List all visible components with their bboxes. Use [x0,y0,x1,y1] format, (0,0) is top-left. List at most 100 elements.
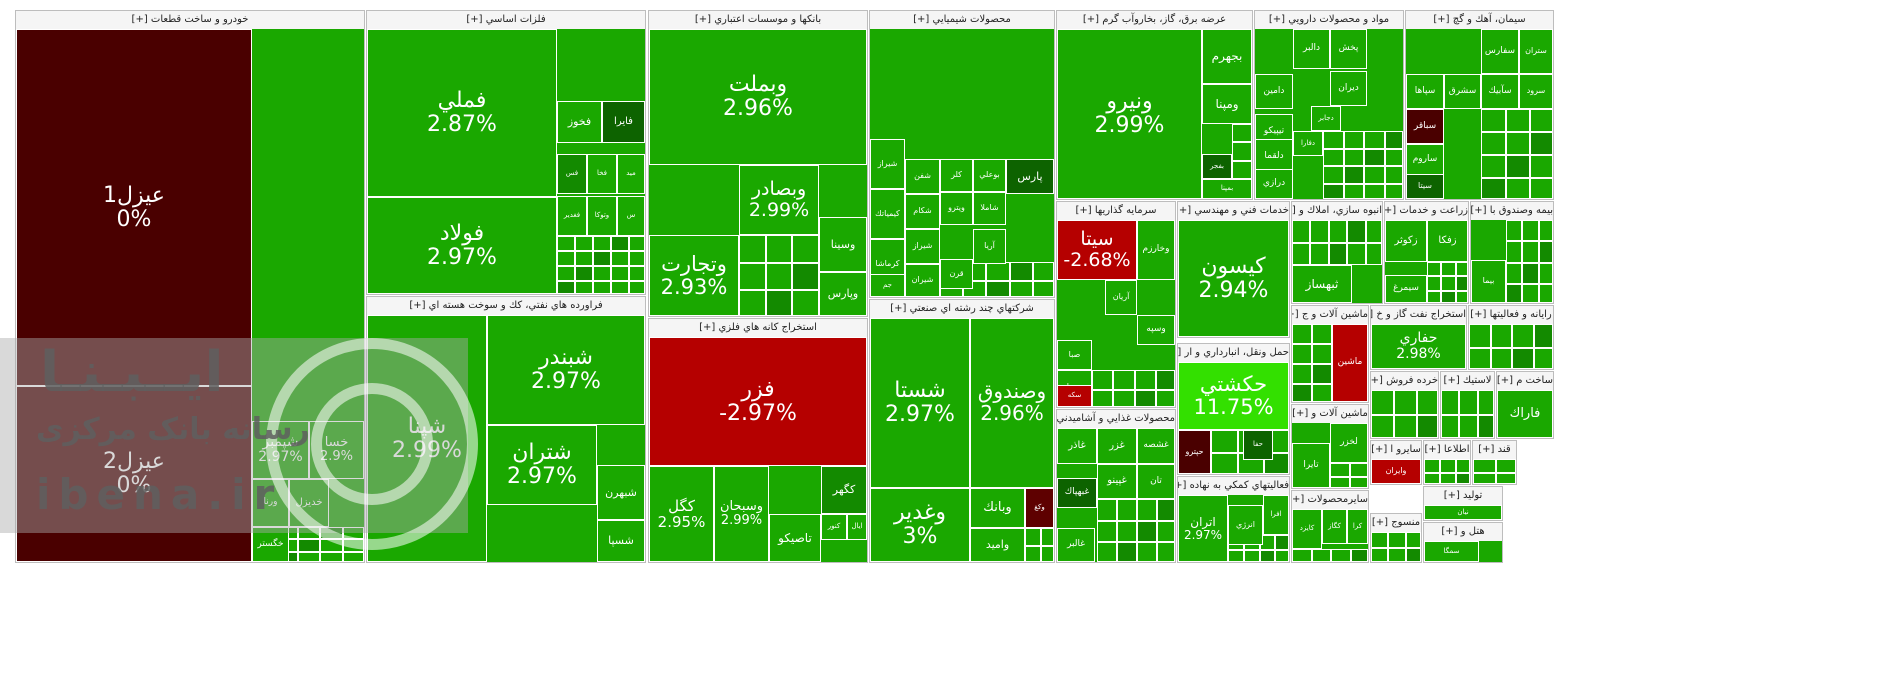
stock-tile-small[interactable] [1310,220,1329,243]
stock-tile[interactable]: درازي [1255,169,1293,199]
stock-tile[interactable]: وكغ [1025,488,1054,528]
stock-tile-small[interactable] [557,251,575,266]
stock-tile-small[interactable] [1371,532,1389,548]
stock-tile-small[interactable] [1440,459,1456,473]
stock-tile-small[interactable] [1157,542,1175,562]
stock-tile[interactable]: وسپه [1137,315,1175,345]
stock-tile[interactable]: فس [557,154,587,194]
stock-tile-small[interactable] [1155,370,1175,390]
stock-tile[interactable]: فزر -2.97% [649,337,867,466]
sector-header[interactable]: فعاليتهاي كمكي به نهاده [+] [1178,477,1289,496]
stock-tile-small[interactable] [1347,220,1366,243]
stock-tile-small[interactable] [1538,283,1553,303]
sector-header[interactable]: محصولات غذايي و آشاميدني [+] [1057,410,1175,429]
stock-tile-small[interactable] [1312,364,1332,384]
stock-tile-small[interactable] [1292,220,1311,243]
stock-tile-small[interactable] [593,251,611,266]
stock-tile-small[interactable] [1533,347,1553,369]
stock-tile[interactable]: وبانك [970,488,1025,528]
stock-tile-small[interactable] [1097,520,1117,543]
stock-tile-small[interactable] [1211,430,1238,453]
stock-tile-small[interactable] [1469,324,1491,348]
stock-tile-small[interactable] [792,262,819,291]
stock-tile-small[interactable] [1506,283,1523,303]
stock-tile-small[interactable] [575,266,593,281]
stock-tile-small[interactable] [1350,463,1368,477]
stock-tile[interactable]: سپاها [1406,74,1444,109]
stock-tile[interactable]: دلقما [1255,139,1293,174]
stock-tile-small[interactable] [1459,415,1478,438]
sector-header[interactable]: خدمات فني و مهندسي [+] [1178,202,1289,221]
stock-tile-small[interactable] [1157,499,1175,521]
stock-tile[interactable]: سيتا -2.68% [1057,220,1137,280]
stock-tile-small[interactable] [1490,324,1512,348]
stock-tile-small[interactable] [1364,131,1385,149]
sector-header[interactable]: استخراج نفت گاز و خ [+] [1371,306,1466,325]
stock-tile-small[interactable] [1292,324,1312,344]
stock-tile-small[interactable] [1275,549,1289,562]
stock-tile[interactable]: عيزل1 0% [16,29,252,386]
stock-tile-small[interactable] [739,235,766,263]
stock-tile-small[interactable] [1505,155,1531,178]
stock-tile-small[interactable] [1032,262,1054,281]
stock-tile[interactable]: سفارس [1481,29,1519,74]
stock-tile[interactable]: وخارزم [1137,220,1175,280]
stock-tile-small[interactable] [1009,262,1033,281]
stock-tile-small[interactable] [557,281,575,294]
stock-tile[interactable]: كرا [1347,509,1368,544]
stock-tile[interactable]: سمگا [1424,541,1479,562]
stock-tile[interactable]: ويترو [940,192,973,225]
stock-tile[interactable]: سيتا [1406,174,1444,199]
stock-tile-small[interactable] [1312,324,1332,344]
stock-tile[interactable]: سكه [1057,385,1092,407]
stock-tile-small[interactable] [1455,262,1468,277]
stock-tile-small[interactable] [1477,390,1494,415]
stock-tile-small[interactable] [1311,549,1331,562]
stock-tile[interactable]: ومپنا [1202,84,1252,124]
stock-tile[interactable]: سشرق [1444,74,1481,109]
stock-tile-small[interactable] [1117,499,1137,521]
sector-header[interactable]: قند [+] [1473,441,1516,460]
stock-tile-small[interactable] [1117,520,1137,543]
stock-tile-small[interactable] [1292,384,1312,402]
stock-tile[interactable]: سرود [1519,74,1553,109]
stock-tile-small[interactable] [1328,220,1348,243]
stock-tile-small[interactable] [739,290,766,316]
stock-tile-small[interactable] [1530,178,1553,199]
sector-header[interactable]: مواد و محصولات دارويي [+] [1255,11,1403,30]
stock-tile-small[interactable] [1424,472,1440,484]
stock-tile[interactable]: وبصادر 2.99% [739,165,819,235]
stock-tile-small[interactable] [765,262,793,291]
stock-tile-small[interactable] [320,539,344,552]
stock-tile-small[interactable] [1459,390,1478,415]
stock-tile-small[interactable] [1455,276,1468,291]
sector-header[interactable]: فراورده هاي نفتي، كك و سوخت هسته اي [+] [367,297,645,316]
stock-tile[interactable]: حفا [1243,430,1273,460]
stock-tile-small[interactable] [1441,262,1456,277]
stock-tile-small[interactable] [1228,549,1244,562]
stock-tile-small[interactable] [343,539,364,552]
stock-tile[interactable]: كيسون 2.94% [1178,220,1289,337]
stock-tile[interactable]: آريا [973,229,1006,264]
stock-tile-small[interactable] [629,266,645,281]
stock-tile-small[interactable] [1343,131,1364,149]
stock-tile[interactable]: سآبيك [1481,74,1519,109]
stock-tile-small[interactable] [1384,166,1403,184]
stock-tile-small[interactable] [1477,415,1494,438]
stock-tile-small[interactable] [1134,370,1156,390]
stock-tile-small[interactable] [1312,384,1332,402]
stock-tile[interactable]: كگهر [821,466,867,514]
stock-tile-small[interactable] [1455,290,1468,303]
stock-tile-small[interactable] [1512,324,1534,348]
stock-tile-small[interactable] [575,236,593,251]
stock-tile[interactable]: ونيرو 2.99% [1057,29,1202,199]
stock-tile[interactable]: كايزد [1292,509,1322,549]
stock-tile-small[interactable] [575,281,593,294]
stock-tile-small[interactable] [1323,131,1344,149]
stock-tile-small[interactable] [1328,242,1348,265]
stock-tile[interactable]: فملي 2.87% [367,29,557,197]
stock-tile[interactable]: س [617,196,645,236]
stock-tile-small[interactable] [1388,548,1406,562]
stock-tile[interactable]: شكام [905,194,940,229]
stock-tile[interactable]: فخوز [557,101,602,143]
